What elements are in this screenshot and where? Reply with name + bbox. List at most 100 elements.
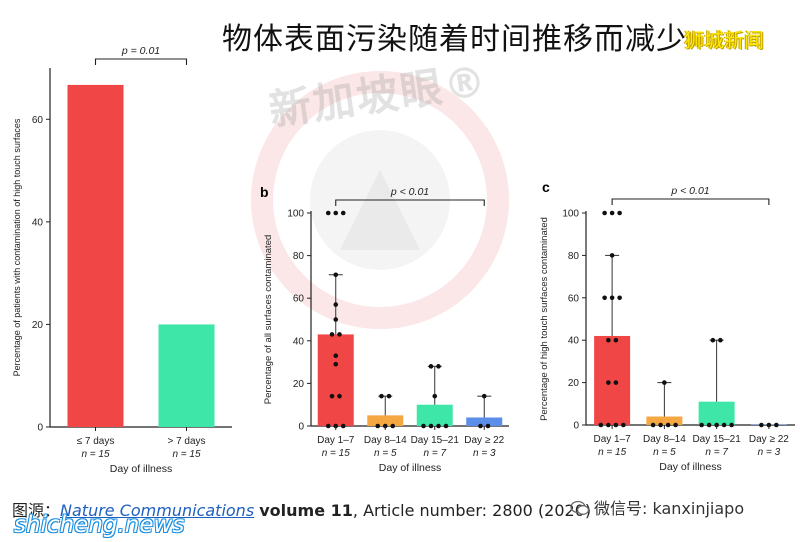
bar — [466, 417, 503, 426]
page-title: 物体表面污染随着时间推移而减少 — [222, 22, 687, 57]
data-point — [621, 422, 626, 428]
publication-link[interactable]: Nature Communications — [60, 501, 255, 520]
x-tick-label: Day ≥ 22 — [464, 435, 504, 446]
n-label: n = 15 — [322, 448, 351, 459]
wechat-label: 微信号: kanxinjiapo — [594, 499, 745, 518]
y-tick-label: 80 — [568, 251, 580, 262]
y-axis-label: Percentage of patients with contaminatio… — [12, 118, 22, 376]
data-point — [478, 423, 483, 429]
panel-label: b — [260, 184, 269, 200]
n-label: n = 15 — [81, 449, 110, 460]
data-point — [609, 210, 615, 216]
x-tick-label: Day ≥ 22 — [749, 434, 789, 445]
data-point — [609, 253, 615, 258]
data-point — [329, 393, 335, 399]
data-point — [617, 295, 622, 301]
panel-label: c — [542, 179, 550, 195]
y-axis-label: Percentage of all surfaces contaminated — [263, 235, 274, 405]
data-point — [421, 423, 426, 429]
x-tick-label: Day 8–14 — [364, 435, 407, 446]
data-point — [333, 210, 339, 216]
data-point — [329, 332, 335, 337]
y-tick-label: 20 — [568, 378, 580, 389]
x-tick-label: ≤ 7 days — [77, 436, 115, 447]
y-tick-label: 40 — [568, 336, 580, 347]
data-point — [337, 332, 342, 337]
data-point — [333, 272, 339, 278]
source-prefix: 图源： — [12, 501, 61, 520]
data-point — [436, 423, 441, 429]
y-tick-label: 100 — [562, 209, 579, 220]
data-point — [606, 380, 611, 385]
y-axis-label: Percentage of high touch surfaces contam… — [539, 217, 550, 421]
n-label: n = 5 — [653, 447, 676, 458]
data-point — [729, 422, 734, 428]
data-point — [706, 422, 712, 428]
x-tick-label: Day 15–21 — [692, 434, 741, 445]
data-point — [721, 422, 727, 428]
significance-bracket — [335, 199, 485, 206]
n-label: n = 3 — [758, 447, 781, 458]
significance-bracket — [611, 198, 770, 205]
bar — [646, 416, 683, 425]
bar — [158, 324, 215, 427]
significance-bracket — [94, 58, 188, 65]
n-label: n = 7 — [705, 447, 728, 458]
data-point — [617, 210, 622, 216]
x-axis-label: Day of illness — [379, 462, 441, 474]
n-label: n = 3 — [473, 448, 496, 459]
data-point — [485, 423, 491, 429]
data-point — [443, 423, 449, 429]
bar — [698, 401, 735, 425]
bar — [367, 415, 404, 426]
y-tick-label: 40 — [293, 336, 305, 347]
y-tick-label: 60 — [293, 294, 305, 305]
data-point — [665, 422, 671, 428]
y-tick-label: 60 — [32, 115, 44, 126]
data-point — [673, 422, 678, 428]
data-point — [333, 361, 339, 367]
data-point — [337, 393, 342, 399]
chart-b: b 0 20 40 60 80 100 Percentage of all surfaces … — [260, 184, 509, 474]
chart-c: c 0 20 40 60 80 100 Percentage of high touch su… — [539, 179, 795, 473]
data-point — [613, 380, 619, 385]
wechat-icon — [570, 500, 590, 515]
n-label: n = 15 — [172, 449, 201, 460]
data-point — [662, 380, 667, 385]
y-tick-label: 20 — [293, 379, 305, 390]
bar — [416, 404, 453, 426]
data-point — [325, 423, 331, 429]
data-point — [379, 393, 384, 399]
watermark-text: 新加坡眼® — [266, 55, 491, 136]
n-label: n = 5 — [374, 448, 397, 459]
bar — [317, 334, 354, 426]
y-tick-label: 100 — [287, 209, 304, 220]
volume-text: volume 11 — [259, 501, 353, 520]
n-label: n = 15 — [598, 447, 627, 458]
y-tick-label: 0 — [37, 423, 43, 434]
data-point — [710, 337, 716, 343]
source-citation: 图源：Nature Communications volume 11, Arti… — [12, 497, 591, 521]
data-point — [658, 422, 663, 428]
x-axis-label: Day of illness — [659, 461, 721, 473]
bar — [67, 84, 124, 427]
bar — [594, 335, 631, 425]
data-point — [774, 422, 779, 428]
chart-a: 0 20 40 60 Percentage of patients with conta… — [12, 45, 232, 475]
data-point — [436, 364, 441, 369]
data-point — [333, 353, 339, 359]
data-point — [598, 422, 604, 428]
y-tick-label: 60 — [568, 293, 580, 304]
data-point — [390, 423, 396, 429]
data-point — [432, 393, 438, 399]
y-tick-label: 80 — [293, 251, 305, 262]
data-point — [606, 337, 611, 343]
x-axis-label: Day of illness — [110, 463, 172, 475]
data-point — [428, 364, 434, 369]
p-value-annotation: p = 0.01 — [121, 45, 160, 57]
site-watermark: shicheng.news — [14, 512, 185, 538]
y-tick-label: 0 — [298, 422, 304, 433]
data-point — [718, 337, 723, 343]
data-point — [606, 422, 611, 428]
x-tick-label: Day 1–7 — [594, 434, 632, 445]
